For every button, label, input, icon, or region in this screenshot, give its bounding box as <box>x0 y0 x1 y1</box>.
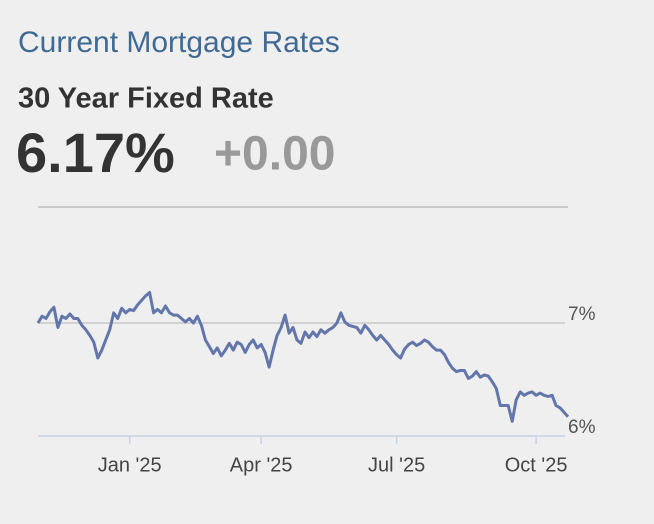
subtitle: 30 Year Fixed Rate <box>18 83 274 115</box>
x-tick-label: Jul '25 <box>368 454 425 476</box>
rate: 6.17% <box>16 121 175 184</box>
widget-title: Current Mortgage Rates <box>18 26 340 59</box>
change: +0.00 <box>214 128 335 181</box>
x-tick-label: Oct '25 <box>505 454 568 476</box>
rate-line <box>36 291 570 423</box>
x-tick-label: Jan '25 <box>98 454 162 476</box>
x-tick-label: Apr '25 <box>230 454 293 476</box>
y-tick-label: 7% <box>568 304 596 325</box>
y-tick-label: 6% <box>568 417 596 438</box>
